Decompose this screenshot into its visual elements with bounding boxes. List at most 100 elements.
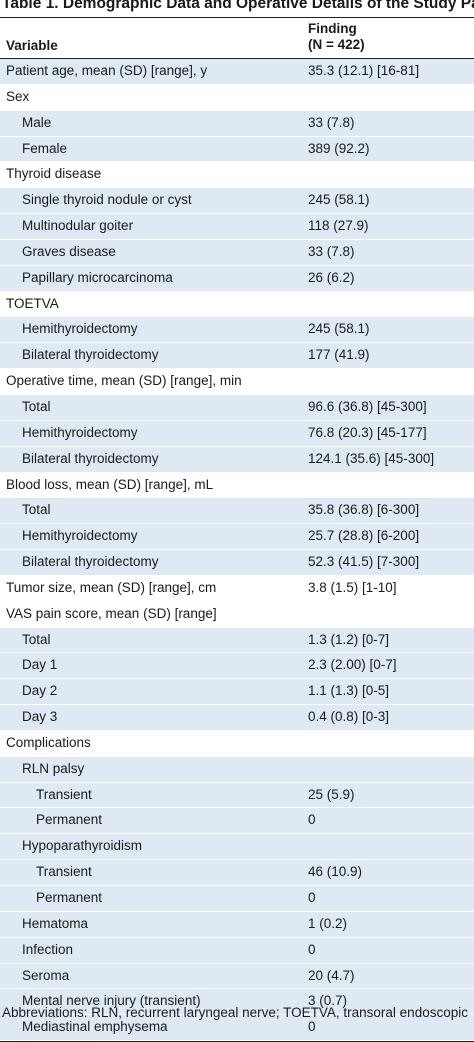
table-row: Hematoma 1 (0.2) bbox=[0, 911, 474, 938]
table-row: Day 2 1.1 (1.3) [0-5] bbox=[0, 679, 474, 706]
row-value: 1 (0.2) bbox=[308, 915, 348, 931]
row-label: Mental nerve injury (transient) bbox=[22, 993, 201, 1009]
table-row: Bilateral thyroidectomy 177 (41.9) bbox=[0, 343, 474, 370]
row-value: 76.8 (20.3) [45-177] bbox=[308, 424, 427, 440]
table-row: Infection 0 bbox=[0, 937, 474, 964]
row-label: Female bbox=[22, 140, 68, 156]
table-row: Mental nerve injury (transient) 3 (0.7) bbox=[0, 989, 474, 1016]
row-value: 118 (27.9) bbox=[308, 218, 369, 234]
row-label: Permanent bbox=[36, 890, 103, 905]
row-value: 0 bbox=[308, 890, 316, 905]
table-body: Patient age, mean (SD) [range], y 35.3 (1… bbox=[0, 59, 474, 1042]
row-label: Hypoparathyroidism bbox=[22, 838, 143, 854]
table-row: Day 3 0.4 (0.8) [0-3] bbox=[0, 705, 474, 731]
row-value: 389 (92.2) bbox=[308, 140, 370, 156]
row-value: 46 (10.9) bbox=[308, 864, 363, 880]
table-row: Tumor size, mean (SD) [range], cm 3.8 (1.… bbox=[0, 576, 474, 602]
table-row: Single thyroid nodule or cyst 245 (58.1) bbox=[0, 188, 474, 215]
row-label: Multinodular goiter bbox=[22, 218, 134, 234]
table-footnote: Abbreviations: RLN, recurrent laryngeal … bbox=[2, 1005, 468, 1020]
row-value: 2.3 (2.00) [0-7] bbox=[308, 657, 397, 673]
row-label: TOETVA bbox=[6, 295, 59, 311]
row-label: Infection bbox=[22, 941, 74, 957]
row-label: Hemithyroidectomy bbox=[22, 424, 138, 440]
table-row: Blood loss, mean (SD) [range], mL bbox=[0, 473, 474, 499]
table-row: Hemithyroidectomy 245 (58.1) bbox=[0, 317, 474, 344]
row-value: 33 (7.8) bbox=[308, 114, 355, 130]
header-variable: Variable bbox=[6, 38, 58, 53]
row-label: Transient bbox=[36, 786, 92, 802]
table-row: Hemithyroidectomy 25.7 (28.8) [6-200] bbox=[0, 524, 474, 551]
row-value: 3 (0.7) bbox=[308, 993, 348, 1009]
row-value: 33 (7.8) bbox=[308, 243, 355, 259]
header-finding: Finding (N = 422) bbox=[308, 21, 365, 53]
table-row: Papillary microcarcinoma 26 (6.2) bbox=[0, 265, 474, 292]
table-row: Bilateral thyroidectomy 124.1 (35.6) [45-… bbox=[0, 446, 474, 473]
table-row: Transient 25 (5.9) bbox=[0, 782, 474, 809]
demographic-table: Variable Finding (N = 422) Patient age, … bbox=[0, 17, 474, 1042]
row-label: Transient bbox=[36, 864, 92, 880]
header-finding-title: Finding bbox=[308, 21, 357, 36]
row-value: 25 (5.9) bbox=[308, 786, 355, 802]
table-row: Male 33 (7.8) bbox=[0, 110, 474, 137]
row-label: Papillary microcarcinoma bbox=[22, 269, 173, 285]
row-label: Bilateral thyroidectomy bbox=[22, 554, 159, 570]
row-label: Sex bbox=[6, 88, 30, 104]
table-row: Seroma 20 (4.7) bbox=[0, 963, 474, 990]
row-label: Hematoma bbox=[22, 915, 89, 931]
table-row: Day 1 2.3 (2.00) [0-7] bbox=[0, 653, 474, 680]
row-value: 245 (58.1) bbox=[308, 321, 370, 337]
table-row: Permanent 0 bbox=[0, 886, 474, 912]
table-row: Operative time, mean (SD) [range], min bbox=[0, 369, 474, 395]
row-label: Graves disease bbox=[22, 243, 116, 259]
row-label: Permanent bbox=[36, 812, 103, 828]
row-value: 177 (41.9) bbox=[308, 347, 370, 363]
row-label: Blood loss, mean (SD) [range], mL bbox=[6, 476, 214, 492]
row-value: 35.3 (12.1) [16-81] bbox=[308, 63, 420, 78]
row-label: Day 2 bbox=[22, 683, 58, 699]
table-row: Patient age, mean (SD) [range], y 35.3 (1… bbox=[0, 59, 474, 85]
table-caption: Table 1. Demographic Data and Operative … bbox=[2, 0, 474, 12]
row-label: Total bbox=[22, 398, 51, 414]
row-label: Male bbox=[22, 114, 52, 130]
row-value: 124.1 (35.6) [45-300] bbox=[308, 450, 435, 466]
row-label: Single thyroid nodule or cyst bbox=[22, 192, 192, 208]
row-label: Seroma bbox=[22, 967, 70, 983]
table-row: Permanent 0 bbox=[0, 808, 474, 835]
row-value: 26 (6.2) bbox=[308, 269, 355, 285]
row-value: 35.8 (36.8) [6-300] bbox=[308, 502, 420, 518]
row-label: Hemithyroidectomy bbox=[22, 528, 138, 544]
row-label: Operative time, mean (SD) [range], min bbox=[6, 373, 242, 389]
table-row: Total 1.3 (1.2) [0-7] bbox=[0, 627, 474, 654]
row-label: Total bbox=[22, 631, 51, 647]
row-label: Complications bbox=[6, 734, 91, 750]
table-row: Hemithyroidectomy 76.8 (20.3) [45-177] bbox=[0, 420, 474, 447]
row-label: Bilateral thyroidectomy bbox=[22, 347, 159, 363]
row-label: VAS pain score, mean (SD) [range] bbox=[6, 605, 217, 621]
row-label: Day 1 bbox=[22, 657, 58, 673]
row-label: Total bbox=[22, 502, 51, 518]
row-label: RLN palsy bbox=[22, 760, 85, 776]
table-row: Sex bbox=[0, 85, 474, 111]
row-value: 25.7 (28.8) [6-200] bbox=[308, 528, 420, 544]
row-label: Patient age, mean (SD) [range], y bbox=[6, 63, 208, 78]
row-label: Hemithyroidectomy bbox=[22, 321, 138, 337]
table-row: Bilateral thyroidectomy 52.3 (41.5) [7-30… bbox=[0, 550, 474, 576]
table-row: Transient 46 (10.9) bbox=[0, 860, 474, 886]
row-label: Bilateral thyroidectomy bbox=[22, 450, 159, 466]
row-label: Tumor size, mean (SD) [range], cm bbox=[6, 579, 217, 595]
row-value: 1.1 (1.3) [0-5] bbox=[308, 683, 390, 699]
table-row: Female 389 (92.2) bbox=[0, 136, 474, 163]
row-value: 0 bbox=[308, 812, 316, 828]
row-value: 245 (58.1) bbox=[308, 192, 370, 208]
table-row: Total 35.8 (36.8) [6-300] bbox=[0, 498, 474, 525]
table-row: Total 96.6 (36.8) [45-300] bbox=[0, 394, 474, 421]
table-row: RLN palsy bbox=[0, 756, 474, 783]
header-finding-n: (N = 422) bbox=[308, 37, 365, 52]
table-row: TOETVA bbox=[0, 292, 474, 318]
row-value: 52.3 (41.5) [7-300] bbox=[308, 554, 420, 570]
row-label: Day 3 bbox=[22, 709, 58, 725]
row-value: 0 bbox=[308, 941, 316, 957]
table-row: VAS pain score, mean (SD) [range] bbox=[0, 602, 474, 628]
table-header: Variable Finding (N = 422) bbox=[0, 18, 474, 59]
